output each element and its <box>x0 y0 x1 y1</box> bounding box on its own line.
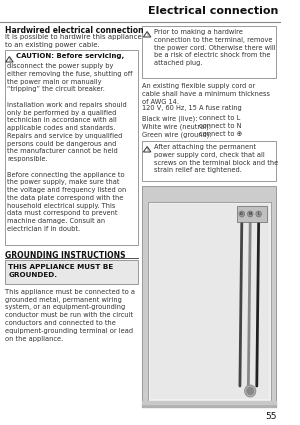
Bar <box>142 404 277 407</box>
Text: G: G <box>240 212 243 216</box>
Polygon shape <box>6 57 13 62</box>
Text: Hardwired electrical connection: Hardwired electrical connection <box>5 26 143 35</box>
Text: It is possible to hardwire this appliance
to an existing power cable.: It is possible to hardwire this applianc… <box>5 34 141 48</box>
Polygon shape <box>143 31 151 37</box>
Circle shape <box>239 211 244 217</box>
Text: An existing flexible supply cord or
cable shall have a minimum thickness
of AWG : An existing flexible supply cord or cabl… <box>142 83 270 105</box>
Bar <box>5 260 138 284</box>
Circle shape <box>247 388 253 394</box>
Text: GROUNDING INSTRUCTIONS: GROUNDING INSTRUCTIONS <box>5 251 125 260</box>
Bar <box>150 204 269 399</box>
Text: CAUTION: Before servicing,: CAUTION: Before servicing, <box>16 53 124 59</box>
Text: connect to L: connect to L <box>199 115 240 121</box>
Text: Electrical connection: Electrical connection <box>148 6 278 16</box>
Text: After attaching the permanent
power supply cord, check that all
screws on the te: After attaching the permanent power supp… <box>154 144 278 173</box>
Text: !: ! <box>146 148 148 152</box>
Text: disconnect the power supply by
either removing the fuse, shutting off
the power : disconnect the power supply by either re… <box>8 63 133 232</box>
Text: 55: 55 <box>265 412 277 421</box>
Text: L: L <box>257 212 260 216</box>
Circle shape <box>256 211 262 217</box>
Circle shape <box>248 211 253 217</box>
Text: 120 V, 60 Hz, 15 A fuse rating: 120 V, 60 Hz, 15 A fuse rating <box>142 105 242 111</box>
Bar <box>142 141 277 181</box>
Text: connect to N: connect to N <box>199 123 241 129</box>
Bar <box>142 186 277 407</box>
Text: THIS APPLIANCE MUST BE
GROUNDED.: THIS APPLIANCE MUST BE GROUNDED. <box>8 264 114 278</box>
Text: White wire (neutral):: White wire (neutral): <box>142 123 212 130</box>
Text: This appliance must be connected to a
grounded metal, permanent wiring
system, o: This appliance must be connected to a gr… <box>5 289 135 342</box>
Text: connect to ⊕: connect to ⊕ <box>199 131 242 137</box>
Text: Prior to making a hardwire
connection to the terminal, remove
the power cord. Ot: Prior to making a hardwire connection to… <box>154 29 275 66</box>
Bar <box>5 50 138 245</box>
Bar <box>142 401 277 404</box>
Text: N: N <box>249 212 252 216</box>
Text: !: ! <box>146 33 148 37</box>
Bar <box>237 206 267 222</box>
Text: !: ! <box>8 58 11 62</box>
Bar <box>142 26 277 78</box>
Bar <box>148 202 271 401</box>
Polygon shape <box>143 147 151 152</box>
Text: Black wire (live):: Black wire (live): <box>142 115 198 122</box>
Circle shape <box>244 385 256 397</box>
Text: Green wire (ground):: Green wire (ground): <box>142 131 212 138</box>
